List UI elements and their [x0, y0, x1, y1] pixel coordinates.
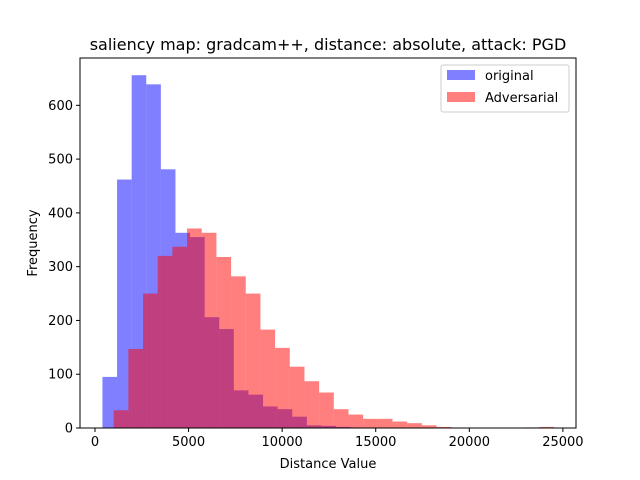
- legend-swatch-adversarial: [447, 92, 475, 102]
- x-tick-label-15000: 15000: [355, 435, 396, 450]
- bar-adversarial-8: [231, 276, 246, 428]
- y-tick-label-200: 200: [48, 314, 73, 329]
- bar-adversarial-15: [333, 409, 349, 428]
- bar-adversarial-22: [436, 426, 452, 428]
- y-tick-label-100: 100: [48, 368, 73, 383]
- y-tick-label-400: 400: [48, 206, 73, 221]
- bar-adversarial-10: [260, 329, 276, 428]
- bar-adversarial-19: [392, 421, 408, 428]
- bar-adversarial-18: [377, 418, 393, 428]
- legend-label-original: original: [485, 69, 534, 84]
- bar-adversarial-29: [539, 426, 554, 428]
- x-tick-label-5000: 5000: [172, 435, 205, 450]
- x-axis: 0 5000 10000 15000 20000 25000: [91, 428, 584, 450]
- x-tick-label-10000: 10000: [261, 435, 302, 450]
- bars-layer: [102, 75, 554, 429]
- series-adversarial: [113, 228, 554, 428]
- bar-adversarial-1: [128, 348, 144, 428]
- legend-label-adversarial: Adversarial: [485, 91, 558, 106]
- y-tick-label-300: 300: [48, 260, 73, 275]
- x-axis-label: Distance Value: [280, 457, 377, 472]
- bar-original-2: [131, 75, 147, 429]
- y-axis: 0 100 200 300 400 500 600: [48, 99, 80, 437]
- y-tick-label-0: 0: [65, 422, 73, 437]
- bar-adversarial-12: [289, 366, 305, 428]
- y-tick-label-500: 500: [48, 153, 73, 168]
- bar-original-0: [102, 376, 118, 428]
- bar-adversarial-5: [187, 228, 202, 428]
- bar-adversarial-17: [363, 418, 378, 428]
- x-tick-label-25000: 25000: [542, 435, 583, 450]
- bar-adversarial-16: [348, 414, 364, 428]
- bar-adversarial-14: [319, 392, 334, 428]
- bar-adversarial-0: [113, 410, 129, 428]
- bar-adversarial-7: [216, 256, 232, 428]
- plot-frame: [79, 57, 577, 429]
- bar-original-1: [117, 179, 132, 428]
- y-tick-label-600: 600: [48, 99, 73, 114]
- bar-adversarial-6: [201, 232, 217, 428]
- legend: original Adversarial: [440, 64, 570, 113]
- bar-adversarial-2: [143, 293, 158, 428]
- bar-adversarial-11: [275, 347, 290, 428]
- chart-title: saliency map: gradcam++, distance: absol…: [90, 35, 567, 54]
- bar-adversarial-21: [421, 425, 437, 428]
- bar-adversarial-4: [172, 246, 188, 428]
- legend-swatch-original: [447, 70, 475, 80]
- x-tick-label-0: 0: [91, 435, 99, 450]
- y-axis-label: Frequency: [26, 209, 41, 276]
- bar-adversarial-20: [407, 423, 422, 428]
- bar-adversarial-13: [304, 381, 320, 428]
- bar-adversarial-9: [245, 293, 261, 428]
- x-tick-label-20000: 20000: [449, 435, 490, 450]
- bar-adversarial-3: [157, 255, 173, 428]
